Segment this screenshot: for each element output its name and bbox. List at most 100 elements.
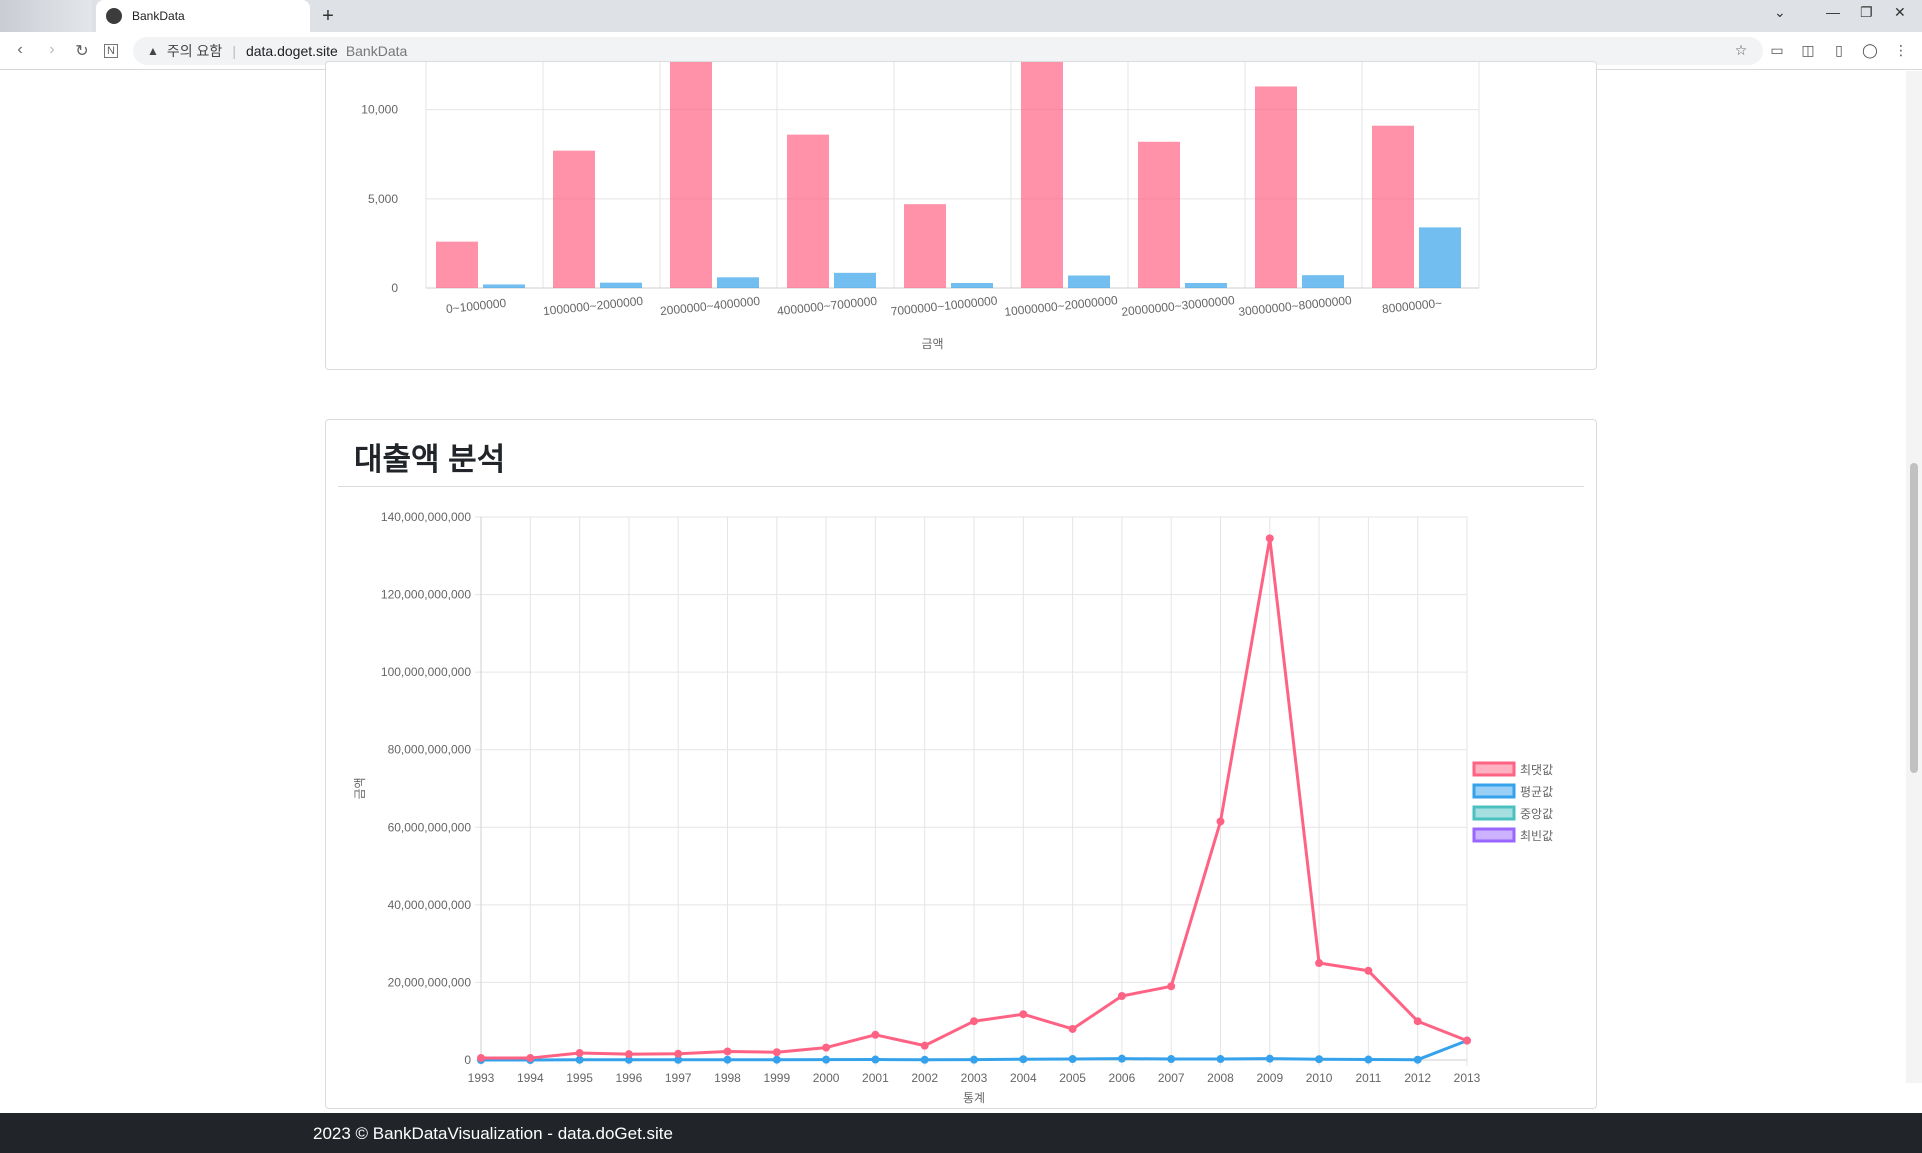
x-tick-label: 2005 xyxy=(1059,1071,1086,1085)
card-divider xyxy=(338,486,1584,487)
site-favicon-icon xyxy=(106,8,122,24)
x-tick-label: 2000000~4000000 xyxy=(659,294,761,318)
data-point xyxy=(1117,1054,1126,1063)
data-point xyxy=(1068,1055,1077,1064)
x-axis-title: 통계 xyxy=(963,1091,985,1105)
legend-swatch xyxy=(1472,827,1516,843)
bar xyxy=(436,241,478,288)
address-bar[interactable]: ▲ 주의 요함 | data.doget.site BankData xyxy=(133,37,1763,65)
tab-title: BankData xyxy=(132,9,185,23)
x-tick-label: 1997 xyxy=(665,1071,692,1085)
page-scrollbar[interactable] xyxy=(1906,71,1922,1083)
bookmark-star-icon[interactable]: ☆ xyxy=(1734,42,1748,58)
data-point xyxy=(723,1055,732,1064)
x-tick-label: 7000000~10000000 xyxy=(890,293,998,318)
browser-tab-bar: BankData + ⌄ — ❐ ✕ xyxy=(0,0,1922,32)
divider: | xyxy=(232,43,236,59)
data-point xyxy=(1216,1055,1225,1064)
sidebar-icon[interactable]: ▯ xyxy=(1835,42,1843,58)
x-tick-label: 1994 xyxy=(517,1071,544,1085)
data-point xyxy=(772,1048,781,1057)
footer-text: 2023 © BankDataVisualization - data.doGe… xyxy=(313,1124,673,1143)
screenshot-icon[interactable]: ◫ xyxy=(1801,42,1815,58)
data-point xyxy=(970,1055,978,1064)
tab-search-chevron-icon[interactable]: ⌄ xyxy=(1774,4,1786,20)
x-tick-label: 2004 xyxy=(1010,1071,1037,1085)
amount-distribution-card: 0 5,000 10,000 0~1000000 1000000~2000000 2000… xyxy=(325,61,1597,370)
x-tick-label: 30000000~80000000 xyxy=(1238,293,1353,319)
legend-swatch xyxy=(1472,761,1516,777)
bar xyxy=(670,62,712,288)
data-point xyxy=(1463,1036,1471,1045)
profile-theme-art xyxy=(0,0,92,32)
x-tick-label: 2012 xyxy=(1404,1071,1431,1085)
close-icon[interactable]: ✕ xyxy=(1894,4,1906,20)
data-point xyxy=(1167,1055,1176,1064)
security-warning[interactable]: 주의 요함 xyxy=(166,43,223,59)
data-point xyxy=(1019,1055,1028,1064)
back-icon[interactable]: ‹ xyxy=(17,41,23,58)
loan-analysis-card: 대출액 분석 0 20,000,000,000 40,000,000,000 60,0… xyxy=(325,419,1597,1109)
data-point xyxy=(822,1043,831,1052)
amount-bar-chart: 0 5,000 10,000 0~1000000 1000000~2000000 2000… xyxy=(361,62,1480,351)
profile-icon[interactable]: ◯ xyxy=(1862,42,1878,58)
data-point xyxy=(1068,1024,1077,1033)
browser-tab[interactable]: BankData xyxy=(96,0,310,32)
x-tick-label: 2001 xyxy=(862,1071,889,1085)
y-tick-label: 80,000,000,000 xyxy=(388,743,472,757)
bar xyxy=(600,282,642,288)
y-tick-label: 20,000,000,000 xyxy=(388,975,472,989)
data-point xyxy=(1167,982,1176,991)
x-tick-label: 1996 xyxy=(616,1071,643,1085)
reader-icon[interactable]: N xyxy=(104,44,118,58)
data-point xyxy=(1413,1017,1422,1026)
data-point xyxy=(575,1055,584,1064)
x-tick-label: 2003 xyxy=(961,1071,988,1085)
bar xyxy=(1021,62,1063,288)
y-tick-label: 140,000,000,000 xyxy=(381,510,471,524)
data-point xyxy=(624,1050,633,1059)
restore-icon[interactable]: ❐ xyxy=(1860,4,1873,20)
x-tick-label: 1993 xyxy=(468,1071,495,1085)
data-point xyxy=(477,1054,485,1063)
camera-icon[interactable]: ▭ xyxy=(1770,42,1784,58)
bar xyxy=(1302,275,1344,288)
bar xyxy=(951,283,993,288)
forward-icon[interactable]: › xyxy=(49,41,55,58)
data-point xyxy=(1364,1055,1373,1064)
data-point xyxy=(674,1049,683,1058)
new-tab-icon[interactable]: + xyxy=(322,5,334,27)
x-tick-label: 2009 xyxy=(1256,1071,1283,1085)
x-tick-label: 0~1000000 xyxy=(445,296,507,316)
warning-icon: ▲ xyxy=(147,44,159,58)
data-point xyxy=(526,1054,535,1063)
legend-swatch xyxy=(1472,805,1516,821)
x-tick-label: 1000000~2000000 xyxy=(542,294,644,318)
data-point xyxy=(1265,534,1274,543)
menu-icon[interactable]: ⋮ xyxy=(1894,42,1908,58)
data-point xyxy=(1265,1054,1274,1063)
y-tick-label: 100,000,000,000 xyxy=(381,665,471,679)
y-tick-label: 0 xyxy=(464,1053,471,1067)
data-point xyxy=(920,1041,929,1050)
bar xyxy=(1372,125,1414,288)
data-point xyxy=(822,1055,831,1064)
bar xyxy=(904,204,946,288)
x-tick-label: 10000000~20000000 xyxy=(1004,293,1119,319)
x-tick-label: 2002 xyxy=(911,1071,938,1085)
bar xyxy=(1138,141,1180,288)
minimize-icon[interactable]: — xyxy=(1826,4,1840,20)
footer: 2023 © BankDataVisualization - data.doGe… xyxy=(0,1113,1922,1153)
scrollbar-thumb[interactable] xyxy=(1910,463,1918,773)
x-tick-label: 1995 xyxy=(566,1071,593,1085)
x-axis-title: 금액 xyxy=(921,337,943,351)
data-point xyxy=(575,1049,584,1058)
x-tick-label: 2007 xyxy=(1158,1071,1185,1085)
reload-icon[interactable]: ↻ xyxy=(75,43,89,60)
data-point xyxy=(1315,1055,1324,1064)
data-point xyxy=(1364,966,1373,975)
y-tick-label: 10,000 xyxy=(361,103,398,117)
data-point xyxy=(1019,1010,1028,1019)
data-point xyxy=(772,1055,781,1064)
url-text[interactable]: data.doget.site xyxy=(245,43,338,59)
